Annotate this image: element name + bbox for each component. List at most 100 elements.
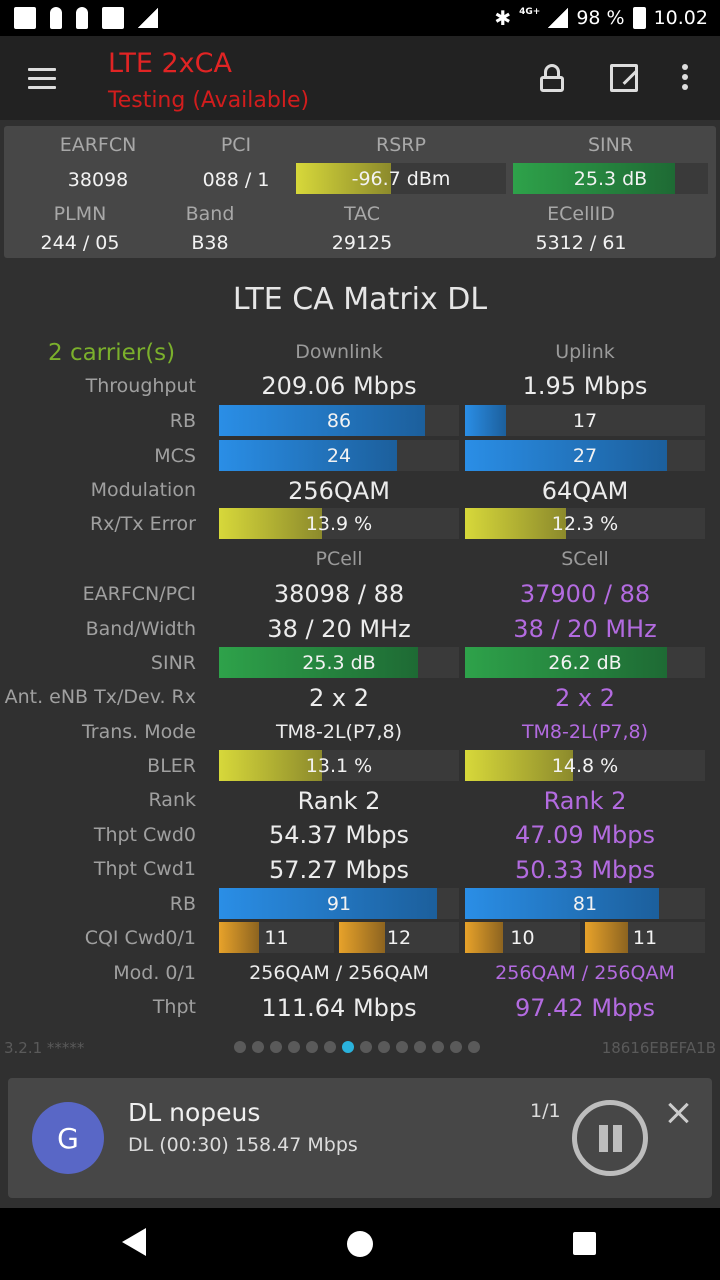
scell-thpt-cwd1: 50.33 Mbps	[514, 856, 655, 884]
dl-modulation: 256QAM	[288, 477, 390, 505]
ul-mcs-fill	[465, 440, 667, 471]
pcell-header: PCell	[315, 548, 363, 570]
ecellid-value: 5312 / 61	[535, 232, 627, 254]
pcell-thpt-cwd1: 57.27 Mbps	[268, 856, 409, 884]
carrier-count: 2 carrier(s)	[48, 340, 176, 366]
page-dot[interactable]	[252, 1041, 264, 1053]
cell-signal-icon	[548, 8, 569, 28]
ul-rb-value: 17	[572, 409, 598, 432]
battery-icon	[632, 7, 646, 29]
pcell-band-width: 38 / 20 MHz	[267, 615, 411, 643]
pcell-thpt-cwd0: 54.37 Mbps	[268, 821, 409, 849]
pcell-cqi0-bar: 11	[219, 922, 334, 953]
pci-value: 088 / 1	[202, 169, 270, 191]
open-external-icon[interactable]	[610, 64, 638, 92]
recents-icon[interactable]	[573, 1232, 596, 1255]
ul-modulation: 64QAM	[541, 477, 629, 505]
pcell-cqi1-value: 12	[386, 926, 412, 949]
network-type: 4G+	[519, 7, 541, 17]
scell-rb-bar: 81	[465, 888, 705, 919]
dl-rb-value: 86	[326, 409, 352, 432]
thpt-cwd0-label: Thpt Cwd0	[93, 824, 196, 846]
menu-icon[interactable]	[28, 68, 56, 89]
sinr-row-label: SINR	[150, 652, 196, 674]
scell-header: SCell	[561, 548, 609, 570]
earfcn-value: 38098	[67, 169, 129, 191]
rsrp-bar: -96.7 dBm	[296, 163, 506, 194]
scell-cqi0-value: 10	[510, 926, 535, 949]
scell-rb-value: 81	[572, 892, 598, 915]
page-dot[interactable]	[306, 1041, 318, 1053]
scell-trans-mode: TM8-2L(P7,8)	[521, 721, 649, 743]
plmn-label: PLMN	[53, 203, 107, 225]
scell-rank: Rank 2	[543, 787, 627, 815]
mod01-label: Mod. 0/1	[113, 962, 196, 984]
pcell-trans-mode: TM8-2L(P7,8)	[275, 721, 403, 743]
dl-mcs-fill	[219, 440, 397, 471]
scell-thpt-cwd0: 47.09 Mbps	[514, 821, 655, 849]
signal-alert-icon	[138, 8, 158, 28]
ul-error-value: 12.3 %	[551, 512, 619, 535]
app-title: LTE 2xCA	[108, 48, 232, 79]
pcell-bler-value: 13.1 %	[305, 754, 373, 777]
scell-thpt: 97.42 Mbps	[514, 994, 655, 1022]
scell-rb-fill	[465, 888, 660, 919]
back-icon[interactable]	[122, 1228, 146, 1256]
rank-label: Rank	[148, 789, 196, 811]
image-icon	[102, 7, 124, 29]
page-dot[interactable]	[432, 1041, 444, 1053]
scell-sinr-value: 26.2 dB	[548, 651, 622, 674]
page-dot[interactable]	[324, 1041, 336, 1053]
trans-mode-label: Trans. Mode	[81, 721, 196, 743]
scell-bler-bar: 14.8 %	[465, 750, 705, 781]
app-bar: LTE 2xCA Testing (Available)	[0, 36, 720, 120]
pcell-cqi1-fill	[339, 922, 385, 953]
page-dot[interactable]	[270, 1041, 282, 1053]
page-dot[interactable]	[414, 1041, 426, 1053]
page-dot[interactable]	[288, 1041, 300, 1053]
pcell-thpt: 111.64 Mbps	[261, 994, 417, 1022]
page-dot[interactable]	[450, 1041, 462, 1053]
scell-bler-value: 14.8 %	[551, 754, 619, 777]
page-dot[interactable]	[468, 1041, 480, 1053]
matrix-title: LTE CA Matrix DL	[232, 282, 488, 317]
ul-mcs-value: 27	[572, 444, 598, 467]
pcell-earfcn-pci: 38098 / 88	[273, 580, 405, 608]
ul-error-fill	[465, 508, 566, 539]
pause-button[interactable]	[572, 1100, 648, 1176]
ul-throughput: 1.95 Mbps	[522, 372, 648, 400]
rb-label: RB	[169, 410, 196, 432]
scell-antenna: 2 x 2	[555, 684, 615, 712]
page-dot-active[interactable]	[342, 1041, 354, 1053]
status-bar: ✱ 4G+ 98 % 10.02	[0, 0, 720, 36]
lock-icon[interactable]	[538, 64, 566, 92]
scell-cqi0-fill	[465, 922, 503, 953]
page-dot[interactable]	[234, 1041, 246, 1053]
notification-card[interactable]: G DL nopeus DL (00:30) 158.47 Mbps 1/1	[8, 1078, 712, 1198]
sinr-value: 25.3 dB	[573, 167, 648, 190]
pcell-sinr-fill	[219, 647, 419, 678]
page-indicator[interactable]	[234, 1041, 480, 1053]
earfcn-pci-label: EARFCN/PCI	[82, 583, 196, 605]
page-dot[interactable]	[378, 1041, 390, 1053]
scell-mod01: 256QAM / 256QAM	[495, 962, 675, 984]
pcell-cqi0-value: 11	[264, 926, 289, 949]
pcell-bler-fill	[219, 750, 323, 781]
keyhole-icon	[50, 7, 62, 29]
page-dot[interactable]	[396, 1041, 408, 1053]
home-icon[interactable]	[347, 1231, 373, 1257]
pcell-rb-bar: 91	[219, 888, 459, 919]
pcell-cqi0-fill	[219, 922, 260, 953]
close-icon[interactable]	[666, 1100, 692, 1126]
scell-cqi0-bar: 10	[465, 922, 580, 953]
modulation-label: Modulation	[90, 479, 196, 501]
sinr-bar-fill	[513, 163, 675, 194]
pcell-cqi1-bar: 12	[339, 922, 459, 953]
ul-error-bar: 12.3 %	[465, 508, 705, 539]
pcell-rank: Rank 2	[297, 787, 381, 815]
notification-text: DL (00:30) 158.47 Mbps	[128, 1134, 358, 1156]
dl-rb-bar: 86	[219, 405, 459, 436]
more-options-icon[interactable]	[682, 64, 690, 92]
dl-error-value: 13.9 %	[305, 512, 373, 535]
page-dot[interactable]	[360, 1041, 372, 1053]
